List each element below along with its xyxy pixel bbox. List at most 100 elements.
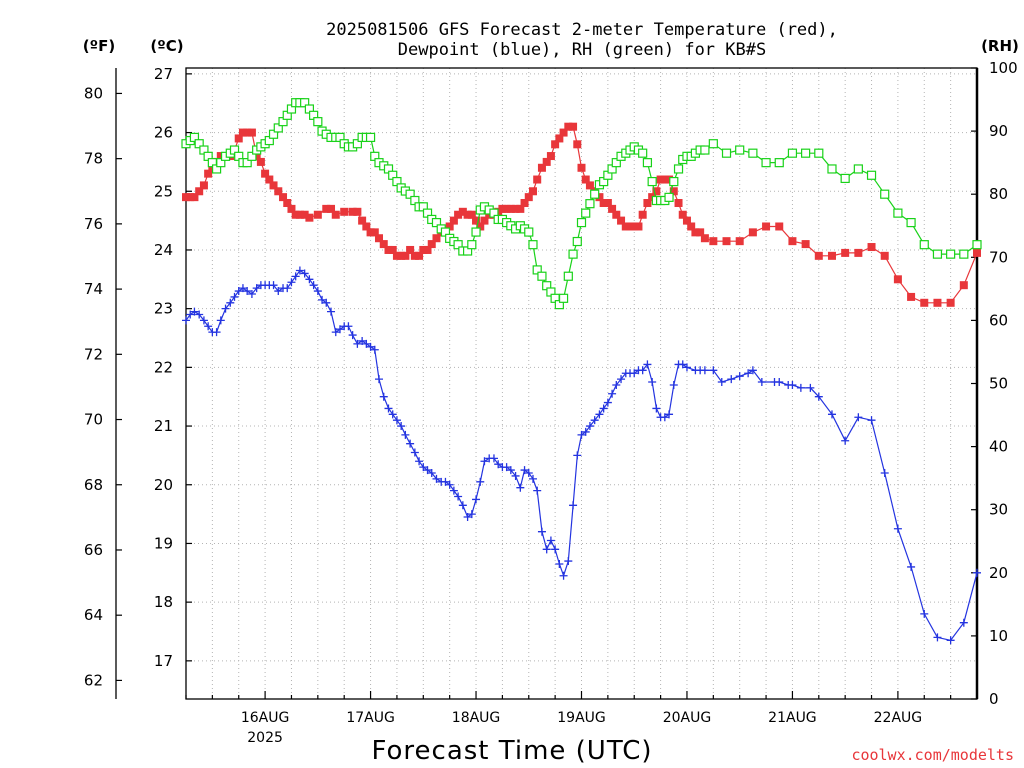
rh-point bbox=[827, 164, 837, 174]
dewpoint-point bbox=[528, 474, 537, 483]
rh-point bbox=[585, 199, 595, 209]
temperature-point bbox=[814, 251, 823, 260]
dewpoint-point bbox=[252, 284, 261, 293]
temperature-point bbox=[595, 193, 604, 202]
rh-point bbox=[959, 249, 969, 259]
dewpoint-point bbox=[388, 410, 397, 419]
temperature-point bbox=[678, 210, 687, 219]
rh-point bbox=[787, 148, 798, 158]
dewpoint-point bbox=[274, 287, 283, 296]
rh-point bbox=[537, 271, 547, 281]
dewpoint-point bbox=[638, 366, 647, 375]
rh-point bbox=[642, 158, 653, 168]
temperature-point bbox=[502, 204, 511, 213]
dewpoint-point bbox=[511, 471, 520, 480]
dewpoint-point bbox=[243, 287, 252, 296]
temperature-point bbox=[353, 207, 362, 216]
fahrenheit-tick-label: 66 bbox=[84, 541, 103, 559]
temperature-point bbox=[449, 216, 458, 225]
dewpoint-point bbox=[748, 366, 757, 375]
temperature-point bbox=[696, 228, 705, 237]
dewpoint-point bbox=[506, 466, 515, 475]
dewpoint-point bbox=[370, 345, 379, 354]
dewpoint-point bbox=[542, 545, 551, 554]
dewpoint-point bbox=[454, 492, 463, 501]
temperature-point bbox=[577, 163, 586, 172]
temperature-point bbox=[665, 175, 674, 184]
rh-point bbox=[946, 249, 956, 259]
grid-lines bbox=[186, 68, 977, 699]
dewpoint-point bbox=[946, 636, 955, 645]
chart-title-line1: 2025081506 GFS Forecast 2-meter Temperat… bbox=[326, 20, 838, 40]
temperature-point bbox=[472, 216, 481, 225]
dewpoint-point bbox=[973, 568, 981, 577]
credit-text: coolwx.com/modelts bbox=[851, 746, 1014, 764]
temperature-point bbox=[216, 152, 225, 161]
dewpoint-point bbox=[291, 272, 300, 281]
celsius-tick-label: 20 bbox=[154, 476, 173, 494]
dewpoint-point bbox=[353, 339, 362, 348]
dewpoint-point bbox=[313, 287, 322, 296]
dewpoint-point bbox=[617, 375, 626, 384]
chart-title-line2: Dewpoint (blue), RH (green) for KB#S bbox=[398, 40, 766, 60]
temperature-point bbox=[234, 134, 243, 143]
temperature-point bbox=[551, 140, 560, 149]
rh-point bbox=[247, 151, 257, 161]
dewpoint-point bbox=[419, 463, 428, 472]
temperature-point bbox=[274, 187, 283, 196]
dewpoint-point bbox=[516, 483, 525, 492]
temperature-point bbox=[204, 169, 213, 178]
dewpoint-point bbox=[441, 477, 450, 486]
rh-point bbox=[669, 176, 679, 187]
dewpoint-point bbox=[599, 404, 608, 413]
dewpoint-point bbox=[494, 460, 503, 469]
dewpoint-point bbox=[458, 501, 467, 510]
dewpoint-point bbox=[415, 457, 424, 466]
temperature-point bbox=[283, 199, 292, 208]
dewpoint-point bbox=[590, 416, 599, 425]
temperature-point bbox=[295, 210, 304, 219]
rh-point bbox=[405, 189, 415, 199]
temperature-point bbox=[652, 187, 661, 196]
temperature-point bbox=[748, 228, 757, 237]
rh-point bbox=[932, 249, 943, 259]
dewpoint-point bbox=[806, 383, 815, 392]
temperature-point bbox=[528, 187, 537, 196]
temperature-point bbox=[612, 210, 621, 219]
rh-point bbox=[313, 117, 323, 127]
temperature-point bbox=[621, 222, 630, 231]
temperature-point bbox=[327, 204, 336, 213]
dewpoint-point bbox=[331, 328, 340, 337]
dewpoint-point bbox=[520, 466, 529, 475]
rh-point bbox=[471, 227, 481, 237]
temperature-point bbox=[243, 128, 252, 137]
dewpoint-point bbox=[920, 609, 929, 618]
temperature-point bbox=[498, 204, 507, 213]
dewpoint-point bbox=[652, 404, 661, 413]
temperature-point bbox=[801, 240, 810, 249]
dewpoint-point bbox=[555, 559, 564, 568]
rh-point bbox=[194, 139, 204, 149]
celsius-tick-label: 24 bbox=[154, 241, 173, 259]
temperature-point bbox=[608, 204, 617, 213]
temperature-point bbox=[634, 222, 643, 231]
dewpoint-point bbox=[648, 378, 657, 387]
dewpoint-point bbox=[757, 378, 766, 387]
temperature-point bbox=[841, 248, 850, 257]
rh-point bbox=[972, 240, 982, 250]
dewpoint-point bbox=[537, 527, 546, 536]
celsius-tick-label: 19 bbox=[154, 534, 173, 552]
rh-tick-label: 40 bbox=[989, 438, 1008, 456]
temperature-point bbox=[573, 140, 582, 149]
dewpoint-point bbox=[959, 618, 968, 627]
dewpoint-point bbox=[608, 389, 617, 398]
dewpoint-point bbox=[427, 469, 436, 478]
dewpoint-point bbox=[344, 322, 353, 331]
temperature-point bbox=[581, 175, 590, 184]
rh-point bbox=[647, 176, 657, 187]
dewpoint-point bbox=[318, 295, 327, 304]
rh-point bbox=[524, 227, 534, 237]
temperature-point bbox=[656, 175, 665, 184]
dewpoint-point bbox=[489, 454, 498, 463]
